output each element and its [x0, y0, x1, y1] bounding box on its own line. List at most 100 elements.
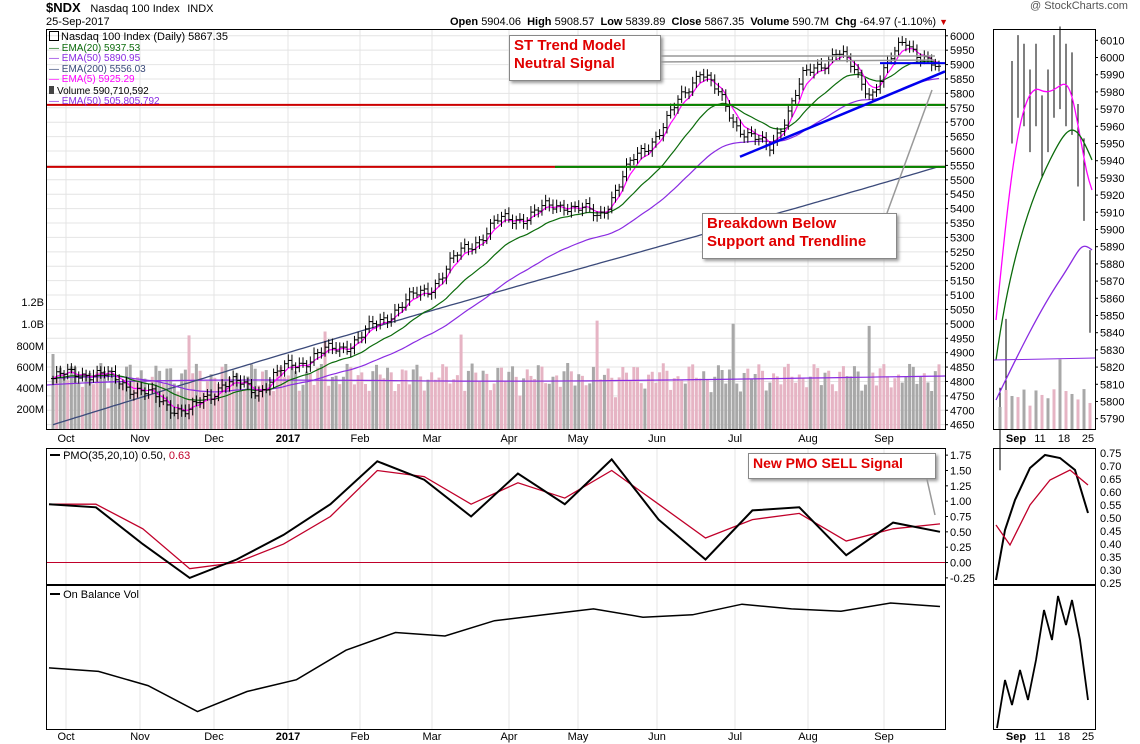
volume-bar [110, 376, 114, 429]
annotation-trend-model: ST Trend Model Neutral Signal [509, 35, 661, 81]
volume-bar [613, 397, 617, 429]
volume-bar [102, 370, 106, 429]
volume-bar [400, 369, 404, 429]
volume-bar [352, 384, 356, 429]
detail-price-tick-label: 5830 [1100, 345, 1124, 357]
volume-bar [488, 390, 492, 429]
volume-bar [558, 386, 562, 429]
volume-bar [459, 334, 463, 429]
pmo-tick-label: 0.00 [950, 558, 971, 570]
detail-pmo-tick-label: 0.65 [1100, 474, 1121, 486]
volume-bar [485, 373, 489, 429]
detail-price-tick-label: 5810 [1100, 379, 1124, 391]
detail-price-tick-label: 5900 [1100, 225, 1124, 237]
volume-bar [834, 391, 838, 429]
detail-x-label: 18 [1058, 433, 1070, 445]
month-label: Nov [130, 731, 150, 743]
volume-bar [852, 366, 856, 429]
detail-pmo-tick-label: 0.25 [1100, 578, 1121, 590]
volume-bar [595, 320, 599, 429]
volume-bar [738, 391, 742, 429]
volume-bar [286, 375, 290, 429]
volume-bar [889, 387, 893, 429]
volume-bar [272, 391, 276, 429]
volume-tick-label: 800M [16, 341, 44, 353]
down-arrow-icon: ▼ [939, 17, 949, 27]
volume-bar [768, 382, 772, 429]
legend-ema5: — EMA(5) 5925.29 [49, 74, 135, 85]
volume-bar [500, 367, 504, 429]
month-label: Oct [57, 433, 74, 445]
price-tick-label: 5600 [950, 146, 974, 158]
volume-bar [599, 379, 603, 429]
detail-volume-bar [1022, 389, 1026, 429]
volume-bar [437, 377, 441, 429]
annotation-pmo-sell: New PMO SELL Signal [748, 453, 936, 479]
volume-bar [227, 377, 231, 429]
month-label: 2017 [276, 731, 300, 743]
detail-volume-bar [1040, 394, 1044, 429]
volume-bar [319, 363, 323, 429]
volume-bar [69, 366, 73, 429]
volume-bar [430, 372, 434, 429]
volume-bar [727, 369, 731, 429]
price-tick-label: 5400 [950, 204, 974, 216]
month-label: Apr [500, 433, 517, 445]
detail-price-tick-label: 6010 [1100, 35, 1124, 47]
volume-bar [205, 381, 209, 429]
index-name: Nasdaq 100 Index [90, 3, 180, 15]
volume-bar [908, 363, 912, 429]
detail-pmo-tick-label: 0.70 [1100, 461, 1121, 473]
volume-bar [610, 377, 614, 429]
detail-x-label: 25 [1082, 731, 1094, 743]
volume-bar [113, 377, 117, 429]
ema20-line [52, 60, 940, 401]
volume-bar [886, 376, 890, 429]
volume-bar [496, 367, 500, 429]
volume-tick-label: 200M [16, 404, 44, 416]
ohlc-readout: Open 5904.06 High 5908.57 Low 5839.89 Cl… [450, 16, 949, 28]
volume-bar [330, 376, 334, 429]
volume-bar [602, 374, 606, 429]
volume-bar [444, 366, 448, 429]
volume-bar [694, 377, 698, 429]
volume-bar [367, 390, 371, 429]
volume-bar [933, 371, 937, 429]
price-tick-label: 5550 [950, 160, 974, 172]
volume-bar [669, 389, 673, 429]
volume-bar [621, 366, 625, 429]
pmo-legend: PMO(35,20,10) 0.50, 0.63 [50, 450, 190, 462]
month-label: Jul [728, 433, 742, 445]
volume-bar [88, 372, 92, 429]
volume-bar [617, 377, 621, 429]
pmo-tick-label: -0.25 [950, 573, 975, 585]
volume-bar [937, 364, 941, 429]
volume-bar [180, 373, 184, 429]
month-label: May [568, 731, 589, 743]
volume-bar [632, 367, 636, 429]
pmo-tick-label: 1.00 [950, 496, 971, 508]
volume-bar [893, 378, 897, 429]
volume-bar [220, 366, 224, 429]
detail-pmo-tick-label: 0.35 [1100, 552, 1121, 564]
volume-bar [66, 380, 70, 429]
volume-bar [132, 378, 136, 429]
detail-volume-bar [1028, 405, 1032, 429]
volume-bar [584, 385, 588, 429]
volume-bar [397, 384, 401, 429]
pmo-signal-line [49, 469, 941, 570]
month-label: Jun [648, 433, 666, 445]
volume-bar [915, 383, 919, 429]
pmo-tick-label: 1.25 [950, 481, 971, 493]
volume-bar [290, 365, 294, 429]
volume-bar [301, 384, 305, 429]
price-tick-label: 5500 [950, 175, 974, 187]
volume-tick-label: 1.0B [21, 319, 44, 331]
detail-price-tick-label: 5920 [1100, 190, 1124, 202]
pmo-tick-label: 1.75 [950, 450, 971, 462]
volume-bar [658, 372, 662, 429]
month-label: Feb [351, 731, 370, 743]
volume-bar [80, 386, 84, 429]
price-tick-label: 5850 [950, 74, 974, 86]
volume-bar [536, 365, 540, 429]
